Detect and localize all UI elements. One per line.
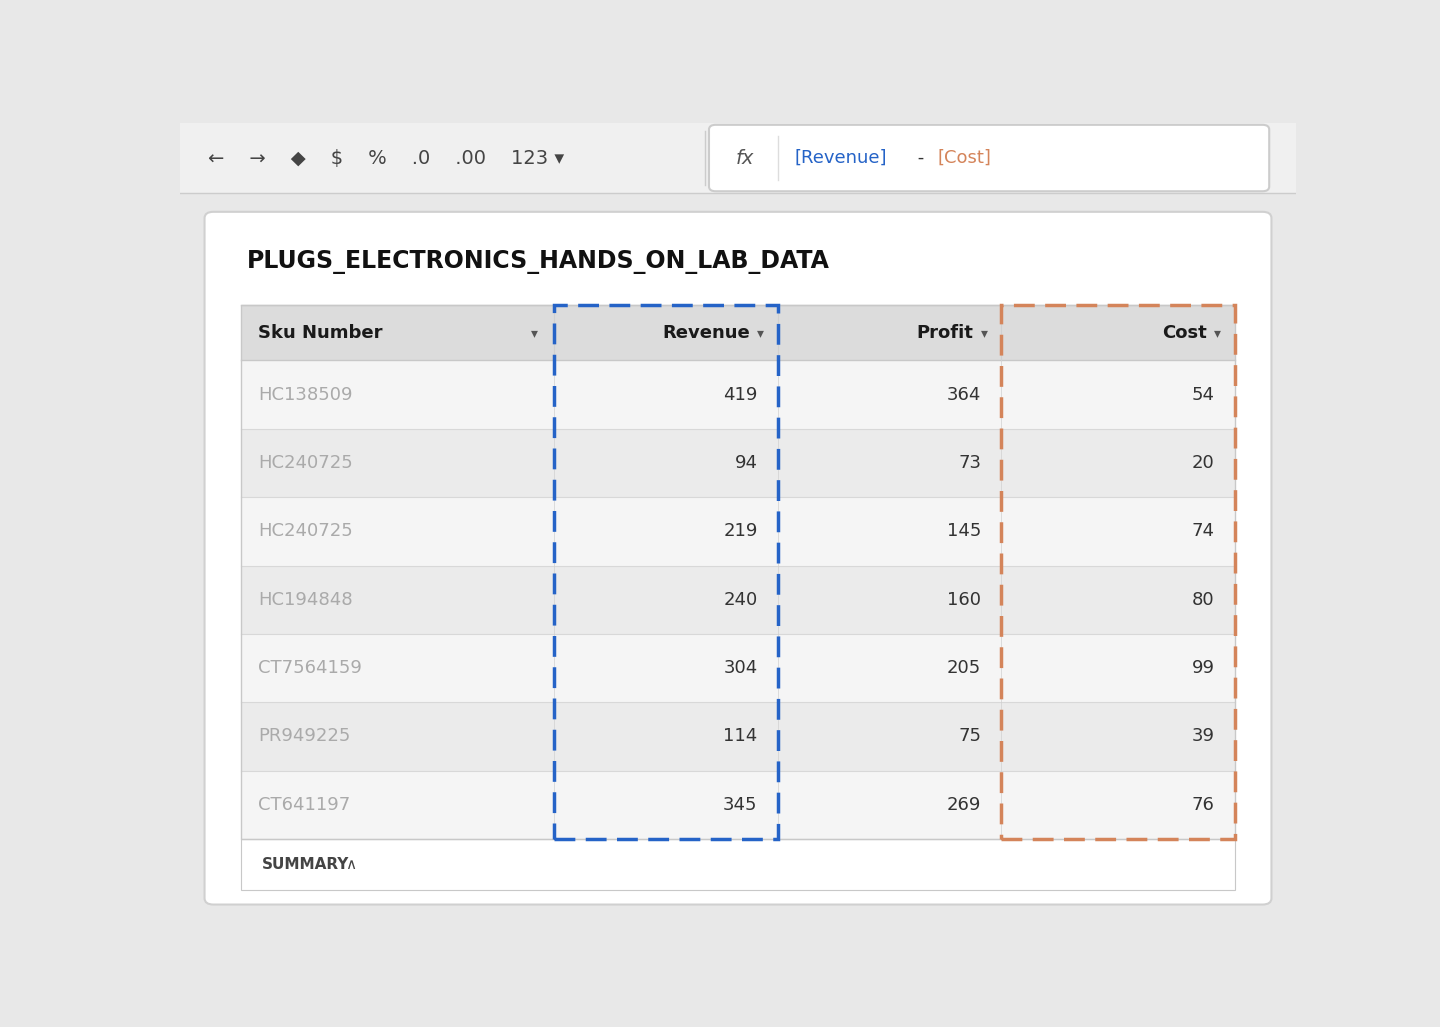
- Text: ∧: ∧: [346, 858, 356, 872]
- Bar: [242, 839, 1234, 890]
- Text: ▾: ▾: [1214, 326, 1221, 340]
- Bar: [242, 566, 1234, 634]
- Text: HC240725: HC240725: [258, 454, 353, 472]
- Text: 54: 54: [1191, 386, 1214, 404]
- Bar: [1001, 305, 1234, 839]
- Bar: [242, 305, 1234, 360]
- Bar: [242, 634, 1234, 702]
- Bar: [554, 305, 778, 839]
- Text: 364: 364: [946, 386, 981, 404]
- Bar: [242, 360, 1234, 429]
- Text: 419: 419: [723, 386, 757, 404]
- Text: PR949225: PR949225: [258, 727, 350, 746]
- Text: CT7564159: CT7564159: [258, 659, 361, 677]
- Text: 75: 75: [958, 727, 981, 746]
- Text: 74: 74: [1191, 523, 1214, 540]
- Text: 269: 269: [946, 796, 981, 813]
- Text: Sku Number: Sku Number: [258, 324, 383, 342]
- Text: 114: 114: [723, 727, 757, 746]
- Text: fx: fx: [736, 149, 755, 167]
- Text: CT641197: CT641197: [258, 796, 350, 813]
- Text: 80: 80: [1192, 591, 1214, 609]
- FancyBboxPatch shape: [708, 125, 1269, 191]
- Text: Cost: Cost: [1162, 324, 1207, 342]
- Text: Revenue: Revenue: [662, 324, 750, 342]
- Text: 73: 73: [958, 454, 981, 472]
- Bar: [180, 123, 1296, 193]
- Text: ▾: ▾: [981, 326, 988, 340]
- Text: 345: 345: [723, 796, 757, 813]
- Text: HC194848: HC194848: [258, 591, 353, 609]
- Text: HC138509: HC138509: [258, 386, 353, 404]
- Text: 240: 240: [723, 591, 757, 609]
- Text: 20: 20: [1192, 454, 1214, 472]
- Text: ▾: ▾: [530, 326, 537, 340]
- Text: -: -: [912, 149, 930, 167]
- FancyBboxPatch shape: [204, 212, 1272, 905]
- Text: 219: 219: [723, 523, 757, 540]
- Text: 94: 94: [734, 454, 757, 472]
- Text: ←    →    ◆    $    %    .0    .00    123 ▾: ← → ◆ $ % .0 .00 123 ▾: [207, 149, 564, 167]
- Text: 99: 99: [1191, 659, 1214, 677]
- Text: 39: 39: [1191, 727, 1214, 746]
- Text: 205: 205: [948, 659, 981, 677]
- Text: ▾: ▾: [757, 326, 765, 340]
- Bar: [242, 429, 1234, 497]
- Bar: [242, 770, 1234, 839]
- Text: 304: 304: [723, 659, 757, 677]
- Text: [Revenue]: [Revenue]: [795, 149, 887, 167]
- Text: HC240725: HC240725: [258, 523, 353, 540]
- Text: Profit: Profit: [916, 324, 973, 342]
- Text: 145: 145: [946, 523, 981, 540]
- Text: [Cost]: [Cost]: [937, 149, 992, 167]
- Text: 76: 76: [1192, 796, 1214, 813]
- Text: PLUGS_ELECTRONICS_HANDS_ON_LAB_DATA: PLUGS_ELECTRONICS_HANDS_ON_LAB_DATA: [248, 250, 829, 273]
- Text: SUMMARY: SUMMARY: [262, 858, 348, 872]
- Bar: [242, 702, 1234, 770]
- Bar: [242, 497, 1234, 566]
- Bar: [242, 305, 1234, 839]
- Text: 160: 160: [948, 591, 981, 609]
